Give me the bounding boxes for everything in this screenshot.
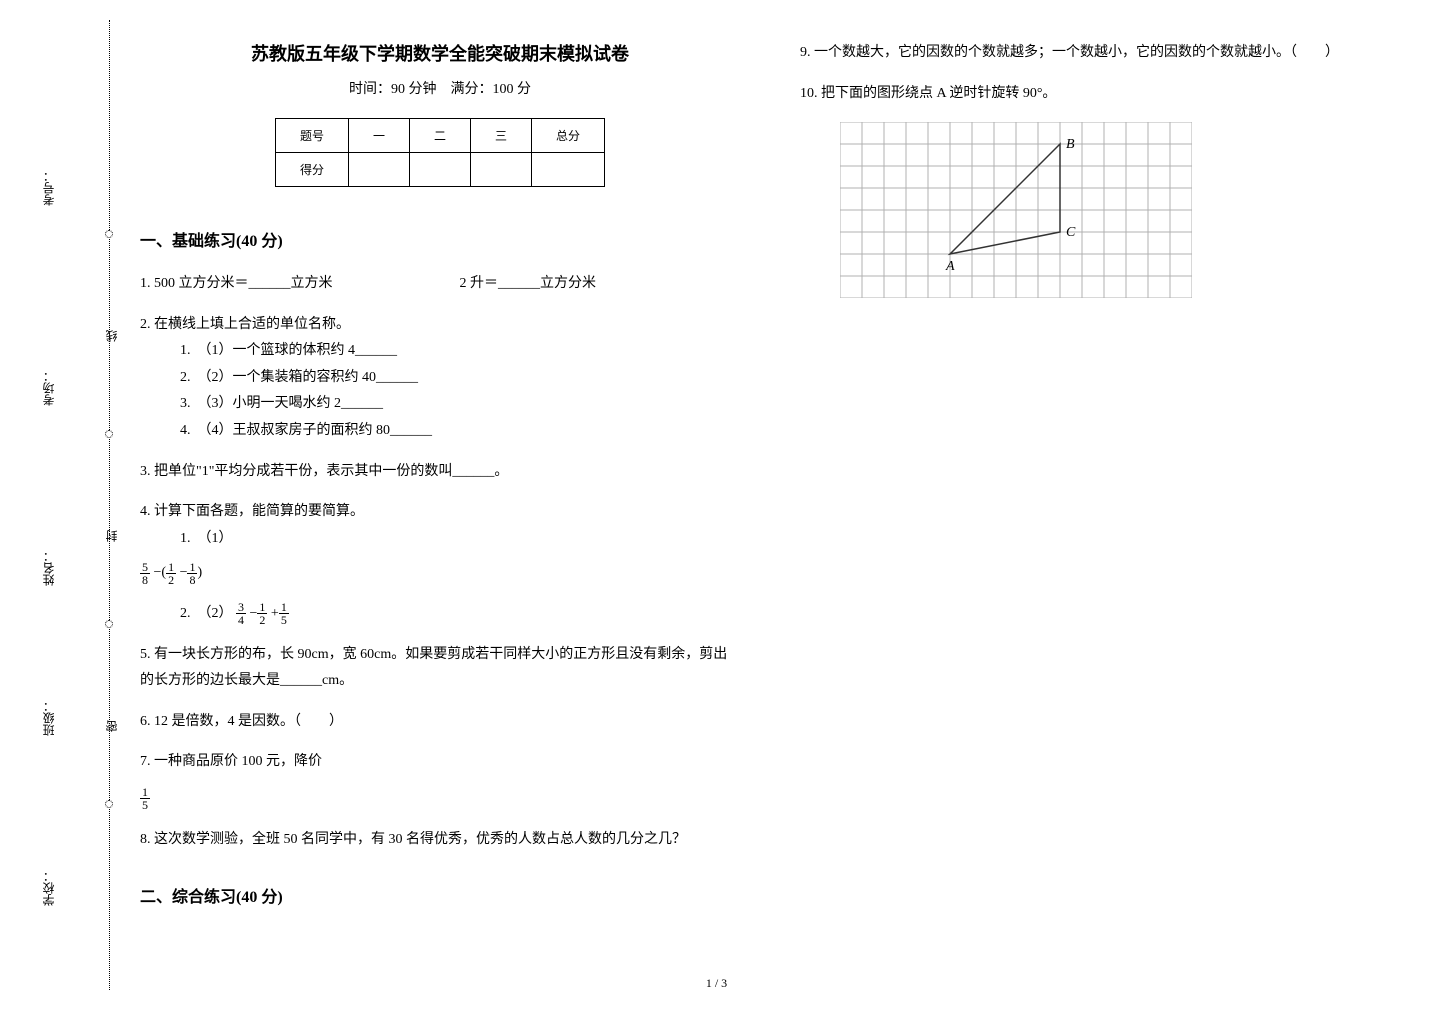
- label-id: 考号：: [40, 170, 57, 206]
- svg-text:C: C: [1066, 225, 1076, 240]
- question-9: 9. 一个数越大，它的因数的个数就越多；一个数越小，它的因数的个数就越小。（ ）: [800, 40, 1400, 67]
- fraction: 58: [140, 561, 150, 586]
- th: 一: [348, 119, 409, 153]
- table-row: 得分: [275, 153, 604, 187]
- q7-text: 7. 一种商品原价 100 元，降价: [140, 749, 740, 776]
- td: [471, 153, 532, 187]
- fraction: 15: [279, 601, 289, 626]
- td: [409, 153, 470, 187]
- q4-expr2: 34 −12 +15: [236, 606, 289, 621]
- question-8: 8. 这次数学测验，全班 50 名同学中，有 30 名得优秀，优秀的人数占总人数…: [140, 827, 740, 854]
- question-6: 6. 12 是倍数，4 是因数。（ ）: [140, 709, 740, 736]
- q4-lead2: 2. （2）: [180, 606, 233, 621]
- section-heading-2: 二、综合练习(40 分): [140, 883, 740, 907]
- binding-margin: [80, 20, 110, 990]
- q2-item: 2. （2）一个集装箱的容积约 40______: [180, 365, 740, 392]
- grid-svg: A B C: [840, 122, 1192, 298]
- page-number: 1 / 3: [706, 976, 727, 991]
- seal-circle: [105, 430, 113, 438]
- fraction: 15: [140, 786, 150, 811]
- fraction: 18: [187, 561, 197, 586]
- seal-circle: [105, 230, 113, 238]
- q1-b: 2 升＝______立方分米: [460, 276, 597, 291]
- label-room: 考场：: [40, 370, 57, 406]
- svg-text:A: A: [945, 259, 955, 274]
- question-5: 5. 有一块长方形的布，长 90cm，宽 60cm。如果要剪成若干同样大小的正方…: [140, 642, 740, 695]
- fraction: 12: [257, 601, 267, 626]
- th: 题号: [275, 119, 348, 153]
- section-heading-1: 一、基础练习(40 分): [140, 227, 740, 251]
- label-school: 学校：: [40, 870, 57, 906]
- content-columns: 苏教版五年级下学期数学全能突破期末模拟试卷 时间：90 分钟 满分：100 分 …: [140, 40, 1400, 940]
- q1-a: 1. 500 立方分米＝______立方米: [140, 276, 333, 291]
- fraction: 12: [166, 561, 176, 586]
- seal-char: 线: [103, 330, 120, 342]
- q2-item: 4. （4）王叔叔家房子的面积约 80______: [180, 418, 740, 445]
- question-1: 1. 500 立方分米＝______立方米 2 升＝______立方分米: [140, 271, 740, 298]
- q4-lead1: 1. （1）: [180, 526, 740, 553]
- td: [532, 153, 605, 187]
- seal-circle: [105, 620, 113, 628]
- question-10: 10. 把下面的图形绕点 A 逆时针旋转 90°。: [800, 81, 1400, 108]
- seal-char: 密: [103, 720, 120, 732]
- rotation-figure: A B C: [840, 122, 1400, 303]
- exam-title: 苏教版五年级下学期数学全能突破期末模拟试卷: [140, 40, 740, 66]
- th: 三: [471, 119, 532, 153]
- seal-char: 封: [103, 530, 120, 542]
- question-7: 7. 一种商品原价 100 元，降价 15: [140, 749, 740, 812]
- question-3: 3. 把单位"1"平均分成若干份，表示其中一份的数叫______。: [140, 459, 740, 486]
- table-row: 题号 一 二 三 总分: [275, 119, 604, 153]
- exam-subtitle: 时间：90 分钟 满分：100 分: [140, 78, 740, 98]
- label-class: 班级：: [40, 700, 57, 736]
- svg-text:B: B: [1066, 137, 1075, 152]
- th: 总分: [532, 119, 605, 153]
- label-name: 姓名：: [40, 550, 57, 586]
- q2-item: 3. （3）小明一天喝水约 2______: [180, 391, 740, 418]
- th: 二: [409, 119, 470, 153]
- q4-expr1: 58 −(12 −18): [140, 560, 740, 587]
- q2-stem: 2. 在横线上填上合适的单位名称。: [140, 312, 740, 339]
- question-2: 2. 在横线上填上合适的单位名称。 1. （1）一个篮球的体积约 4______…: [140, 312, 740, 445]
- seal-circle: [105, 800, 113, 808]
- q7-fraction: 15: [140, 786, 740, 813]
- td: 得分: [275, 153, 348, 187]
- score-table: 题号 一 二 三 总分 得分: [275, 118, 605, 187]
- q4-stem: 4. 计算下面各题，能简算的要简算。: [140, 499, 740, 526]
- q2-item: 1. （1）一个篮球的体积约 4______: [180, 338, 740, 365]
- td: [348, 153, 409, 187]
- q4-part2: 2. （2） 34 −12 +15: [140, 601, 740, 628]
- fraction: 34: [236, 601, 246, 626]
- question-4: 4. 计算下面各题，能简算的要简算。 1. （1） 58 −(12 −18): [140, 499, 740, 587]
